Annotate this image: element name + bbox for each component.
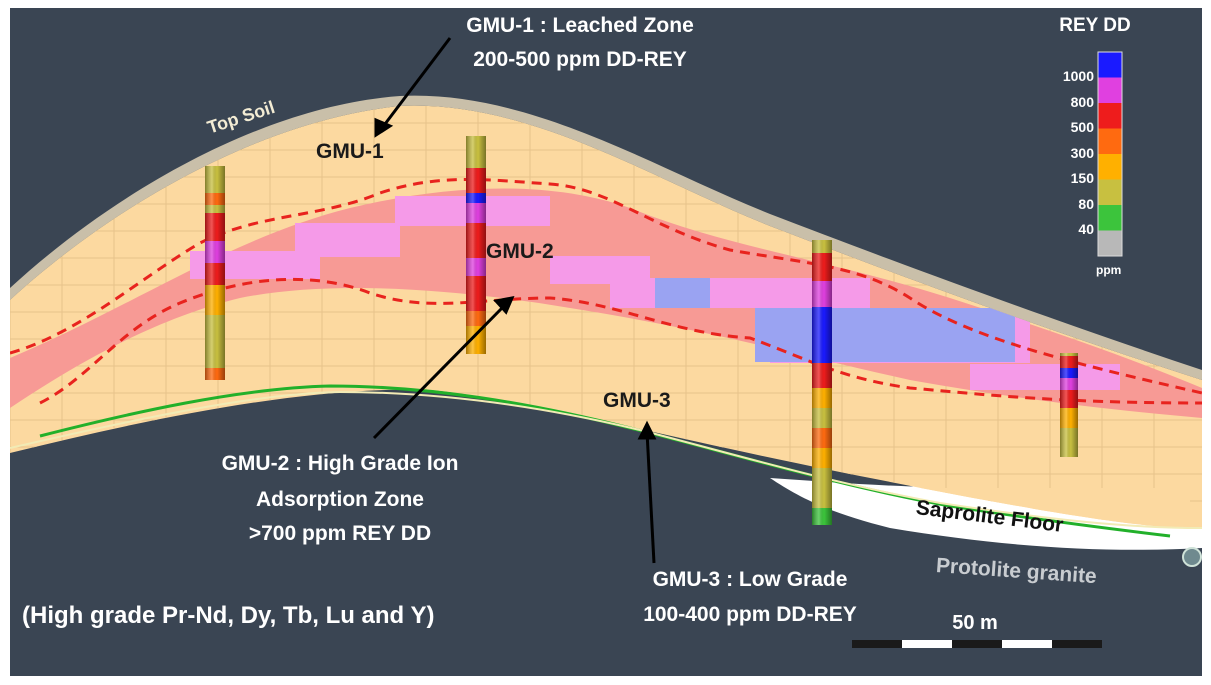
legend-swatch xyxy=(1098,128,1122,155)
high-grade-note: (High grade Pr-Nd, Dy, Tb, Lu and Y) xyxy=(22,602,435,629)
legend-label: 150 xyxy=(1070,170,1094,186)
gmu3-annotation-range: 100-400 ppm DD-REY xyxy=(643,603,857,626)
legend-title: REY DD xyxy=(1059,15,1131,36)
gmu1-annotation-title: GMU-1 : Leached Zone xyxy=(466,14,694,37)
gmu2-annotation-subtitle: Adsorption Zone xyxy=(256,488,424,511)
gmu2-annotation-title: GMU-2 : High Grade Ion xyxy=(221,452,459,475)
drill-hole-4 xyxy=(1060,353,1078,457)
cross-section-diagram xyxy=(10,37,1202,648)
drill-hole-3 xyxy=(812,240,832,525)
zone-label-gmu2: GMU-2 xyxy=(486,240,554,263)
legend-label: 80 xyxy=(1078,195,1094,212)
drill-hole-1 xyxy=(205,166,225,380)
legend-swatch xyxy=(1098,205,1122,231)
legend-label: 800 xyxy=(1070,93,1094,110)
legend-label: 500 xyxy=(1070,119,1094,135)
drill-hole-2 xyxy=(466,136,486,354)
gmu3-annotation-title: GMU-3 : Low Grade xyxy=(652,568,848,591)
gmu2-gmu3-boundary xyxy=(39,277,1202,405)
zone-label-gmu1: GMU-1 xyxy=(316,140,384,163)
legend-swatch xyxy=(1098,230,1122,257)
legend-color-bar xyxy=(1097,51,1123,257)
scale-bar-label: 50 m xyxy=(952,612,998,634)
legend-swatch xyxy=(1098,179,1122,206)
callout-arrows xyxy=(372,37,657,564)
legend-label: 40 xyxy=(1078,221,1094,237)
scale-bar xyxy=(852,640,1102,648)
legend-swatch xyxy=(1098,52,1122,78)
top-soil-band xyxy=(10,95,1202,381)
gmu1-annotation-range: 200-500 ppm DD-REY xyxy=(473,48,687,71)
legend-unit: ppm xyxy=(1096,263,1122,277)
legend-label: 300 xyxy=(1070,144,1094,161)
cross-section-figure: GMU-1 : Leached Zone 200-500 ppm DD-REY … xyxy=(10,8,1202,676)
legend-label: 1000 xyxy=(1062,68,1094,84)
legend-swatch xyxy=(1098,77,1122,104)
gmu2-annotation-range: >700 ppm REY DD xyxy=(248,522,432,545)
marker-icon xyxy=(1182,547,1202,567)
zone-label-gmu3: GMU-3 xyxy=(603,389,671,412)
drill-holes xyxy=(205,136,1078,525)
legend-swatch xyxy=(1098,154,1122,180)
legend-swatch xyxy=(1098,103,1122,129)
